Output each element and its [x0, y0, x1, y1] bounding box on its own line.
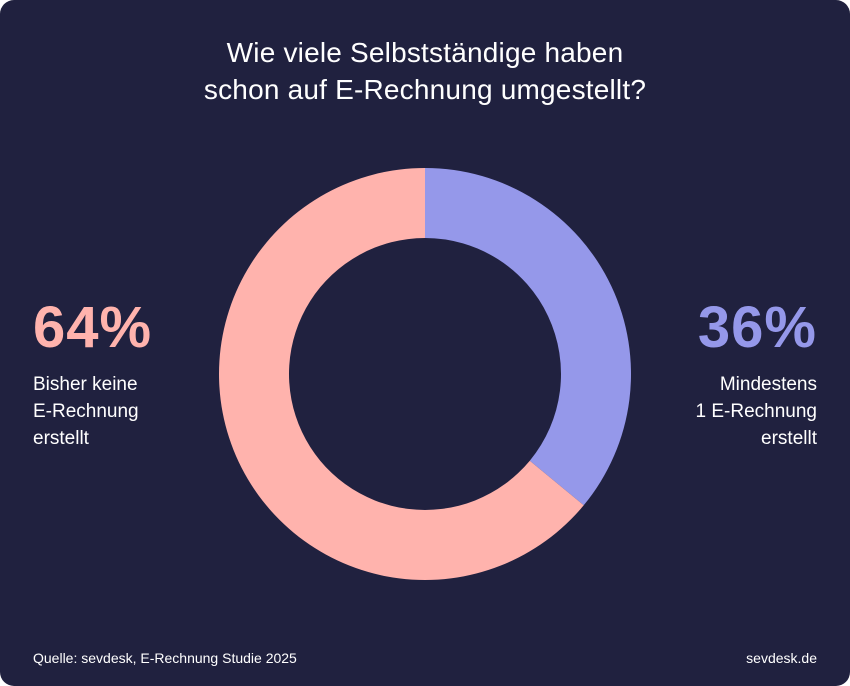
brand-link[interactable]: sevdesk.de [746, 650, 817, 666]
percent-label-bisher-keine: 64% [33, 295, 153, 360]
donut-segment-mindestens-1-e-rechnung [425, 168, 631, 506]
source-note: Quelle: sevdesk, E-Rechnung Studie 2025 [33, 650, 297, 666]
percent-label-mindestens: 36% [697, 295, 817, 360]
donut-segment-bisher-keine-e-rechnung [218, 168, 584, 581]
description-mindestens-line-1: Mindestens [719, 374, 817, 395]
description-mindestens: Mindestens 1 E-Rechnung erstellt [696, 371, 817, 452]
description-mindestens-line-2: 1 E-Rechnung [695, 401, 817, 422]
description-bisher-keine-line-3: erstellt [33, 428, 89, 449]
chart-title: Wie viele Selbstständige haben schon auf… [0, 34, 850, 108]
description-mindestens-line-3: erstellt [761, 428, 817, 449]
description-bisher-keine-line-1: Bisher keine [33, 374, 138, 395]
description-bisher-keine: Bisher keine E-Rechnung erstellt [33, 371, 139, 452]
chart-title-line-1: Wie viele Selbstständige haben [226, 37, 624, 68]
chart-title-line-2: schon auf E-Rechnung umgestellt? [203, 74, 647, 105]
description-bisher-keine-line-2: E-Rechnung [33, 401, 139, 422]
